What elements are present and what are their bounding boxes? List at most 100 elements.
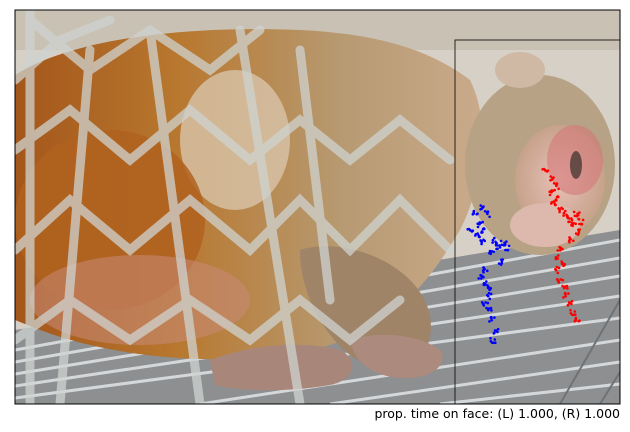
right-gaze-point: [570, 302, 573, 306]
monkey-hand: [350, 334, 443, 379]
left-gaze-point: [479, 204, 483, 207]
left-gaze-point: [493, 236, 496, 240]
left-gaze-point: [504, 248, 507, 252]
right-gaze-point: [553, 203, 557, 207]
right-gaze-point: [562, 214, 565, 217]
right-gaze-point: [550, 178, 553, 181]
left-gaze-point: [485, 280, 488, 283]
right-gaze-point: [576, 213, 580, 217]
right-gaze-point: [578, 222, 581, 226]
right-gaze-point: [548, 193, 552, 197]
right-gaze-point: [561, 247, 564, 251]
left-gaze-point: [485, 306, 488, 310]
right-gaze-point: [556, 195, 560, 198]
right-gaze-point: [564, 291, 567, 295]
left-gaze-point: [479, 239, 482, 242]
left-gaze-point: [486, 210, 490, 214]
left-gaze-point: [486, 286, 490, 290]
left-gaze-point: [489, 337, 492, 340]
right-gaze-point: [549, 175, 552, 178]
left-gaze-point: [477, 277, 481, 280]
left-gaze-point: [489, 340, 493, 343]
right-gaze-point: [573, 320, 577, 323]
right-gaze-point: [557, 266, 561, 270]
left-gaze-point: [486, 301, 490, 305]
right-gaze-point: [555, 256, 559, 260]
left-gaze-point: [476, 232, 480, 235]
left-gaze-point: [477, 235, 481, 239]
left-gaze-point: [488, 297, 492, 301]
right-gaze-point: [566, 287, 569, 290]
right-gaze-point: [558, 249, 562, 252]
right-gaze-point: [556, 271, 560, 275]
right-gaze-point: [558, 210, 561, 214]
left-gaze-point: [482, 227, 486, 230]
right-gaze-point: [565, 284, 569, 288]
monkey-eye: [570, 151, 582, 179]
right-gaze-point: [557, 254, 560, 257]
right-gaze-point: [574, 222, 577, 226]
right-gaze-point: [564, 295, 567, 298]
right-gaze-point: [561, 284, 564, 288]
left-gaze-point: [487, 308, 490, 312]
left-gaze-point: [507, 244, 511, 248]
right-gaze-point: [569, 309, 572, 312]
left-gaze-point: [481, 269, 485, 272]
left-gaze-point: [475, 212, 479, 216]
right-gaze-point: [572, 313, 575, 317]
left-gaze-point: [496, 330, 499, 334]
left-gaze-point: [490, 319, 494, 322]
right-gaze-point: [577, 319, 580, 323]
right-gaze-point: [577, 230, 581, 233]
monkey-muzzle: [510, 203, 580, 247]
left-gaze-point: [491, 238, 495, 242]
right-gaze-point: [560, 206, 563, 210]
monkey-belly: [30, 255, 250, 345]
chain-link-fence: [15, 10, 455, 404]
photo: [15, 10, 620, 404]
right-gaze-point: [573, 214, 577, 218]
left-gaze-point: [493, 338, 497, 341]
right-gaze-point: [562, 211, 566, 215]
left-gaze-point: [481, 231, 484, 234]
monkey: [15, 29, 615, 391]
left-gaze-point: [503, 243, 506, 247]
left-gaze-point: [494, 243, 498, 247]
right-gaze-point: [562, 296, 565, 299]
left-gaze-point: [482, 304, 486, 307]
left-gaze-point: [466, 228, 470, 231]
right-gaze-point: [555, 199, 558, 202]
left-gaze-point: [489, 292, 493, 296]
right-gaze-point: [555, 182, 559, 186]
left-gaze-point: [470, 230, 474, 233]
left-gaze-point: [482, 275, 485, 279]
right-gaze-point: [559, 278, 562, 281]
right-gaze-point: [573, 310, 577, 313]
left-gaze-point: [476, 225, 480, 229]
monkey-ear: [495, 52, 545, 88]
left-gaze-point: [498, 244, 501, 247]
left-gaze-point: [486, 294, 490, 298]
left-gaze-point: [483, 210, 487, 213]
left-gaze-point: [497, 262, 501, 265]
right-gaze-point: [577, 217, 580, 221]
left-gaze-point: [499, 239, 503, 243]
left-gaze-point: [486, 212, 489, 216]
left-gaze-point: [493, 329, 497, 332]
left-gaze-point: [478, 221, 482, 224]
left-gaze-points: [466, 204, 511, 345]
right-gaze-point: [550, 189, 553, 192]
left-gaze-point: [488, 320, 491, 323]
right-gaze-point: [567, 303, 570, 307]
left-gaze-point: [472, 209, 476, 213]
right-gaze-point: [563, 264, 566, 267]
right-gaze-point: [561, 278, 565, 282]
left-gaze-point: [480, 242, 483, 246]
right-gaze-point: [564, 209, 567, 213]
left-gaze-point: [493, 331, 496, 335]
left-gaze-point: [474, 234, 477, 237]
right-gaze-point: [567, 239, 571, 242]
left-gaze-point: [479, 277, 483, 280]
proportion-caption: prop. time on face: (L) 1.000, (R) 1.000: [374, 406, 620, 421]
right-gaze-point: [563, 286, 566, 290]
